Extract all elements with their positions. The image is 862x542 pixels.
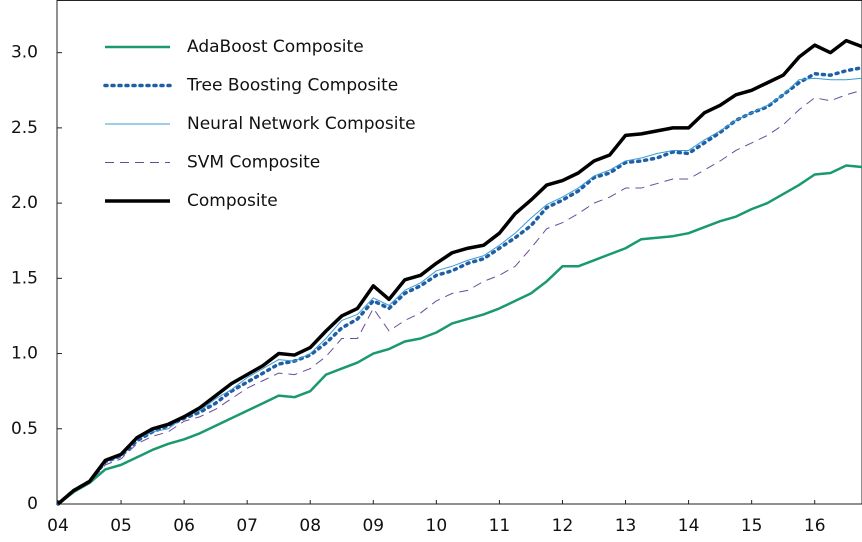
- x-tick-label: 16: [804, 516, 826, 536]
- x-tick-label: 12: [552, 516, 574, 536]
- x-tick-label: 15: [741, 516, 763, 536]
- y-tick-label: 0.5: [11, 419, 38, 439]
- y-tick-label: 2.5: [11, 118, 38, 138]
- x-tick-label: 05: [110, 516, 132, 536]
- x-tick-label: 06: [173, 516, 195, 536]
- x-tick-label: 09: [362, 516, 384, 536]
- x-tick-label: 11: [489, 516, 511, 536]
- legend-label: Neural Network Composite: [187, 114, 416, 134]
- legend-label: Tree Boosting Composite: [186, 76, 398, 96]
- x-tick-label: 14: [678, 516, 700, 536]
- x-tick-label: 04: [47, 516, 69, 536]
- x-tick-label: 08: [299, 516, 321, 536]
- x-tick-label: 13: [615, 516, 637, 536]
- series-line: [57, 89, 862, 505]
- y-tick-label: 3.0: [11, 43, 38, 63]
- x-tick-label: 10: [426, 516, 448, 536]
- series-line: [57, 164, 862, 505]
- y-tick-label: 2.0: [11, 193, 38, 213]
- legend-label: AdaBoost Composite: [187, 37, 364, 57]
- series-line: [56, 65, 862, 506]
- x-tick-label: 07: [236, 516, 258, 536]
- y-tick-label: 1.5: [11, 268, 38, 288]
- plot-frame: [56, 0, 862, 505]
- legend-label: SVM Composite: [187, 153, 320, 173]
- y-tick-label: 1.0: [11, 344, 38, 364]
- legend-label: Composite: [187, 191, 278, 211]
- series-line: [56, 38, 862, 506]
- y-tick-label: 0: [27, 494, 38, 514]
